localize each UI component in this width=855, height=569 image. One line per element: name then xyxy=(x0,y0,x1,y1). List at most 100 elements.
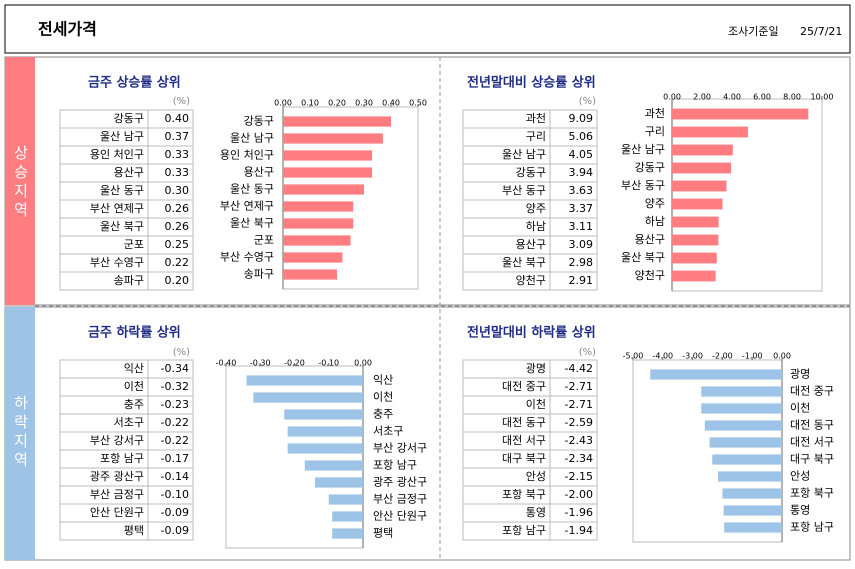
table-category: 양주 xyxy=(526,202,546,215)
bar-label: 대전 서구 xyxy=(790,436,834,449)
bar-label: 울산 북구 xyxy=(230,217,274,230)
bar-label: 포항 북구 xyxy=(790,487,834,500)
bar xyxy=(672,216,719,228)
table-value: 3.63 xyxy=(569,184,594,197)
table-cell xyxy=(147,521,194,541)
bar-label: 평택 xyxy=(373,527,393,540)
bar-label: 익산 xyxy=(373,374,393,387)
bar-label: 구리 xyxy=(645,125,665,138)
bar xyxy=(283,201,354,212)
table-value: 0.30 xyxy=(165,184,190,197)
bar xyxy=(724,522,782,533)
bar-label: 부산 금정구 xyxy=(373,493,427,506)
table-category: 부산 강서구 xyxy=(90,434,144,447)
bar xyxy=(722,488,782,499)
table-category: 부산 금정구 xyxy=(90,488,144,501)
table-category: 울산 동구 xyxy=(100,184,144,197)
table-value: -2.71 xyxy=(565,398,593,411)
table-value: 0.20 xyxy=(165,274,190,287)
bar-label: 강동구 xyxy=(244,115,274,128)
table-category: 안산 단원구 xyxy=(90,506,144,519)
bar xyxy=(701,386,782,397)
bar xyxy=(332,511,363,522)
bar-label: 포항 남구 xyxy=(790,521,834,534)
table-value: -2.00 xyxy=(565,488,593,501)
bar-label: 강동구 xyxy=(635,161,665,174)
table-value: 3.09 xyxy=(569,238,594,251)
bar xyxy=(283,150,373,161)
bar xyxy=(328,494,363,505)
table-category: 평택 xyxy=(124,524,144,537)
table-value: 4.05 xyxy=(569,148,594,161)
bar xyxy=(283,269,337,280)
unit-label: (%) xyxy=(579,347,596,358)
table-value: -0.23 xyxy=(161,398,189,411)
table-value: 2.98 xyxy=(569,256,594,269)
bar xyxy=(283,184,364,195)
fall-strip xyxy=(5,307,35,560)
bar-label: 대구 북구 xyxy=(790,453,834,466)
table-category: 과천 xyxy=(526,111,546,125)
bar xyxy=(672,162,732,174)
panel-title: 전년말대비 하락률 상위 xyxy=(467,325,596,341)
table-category: 안성 xyxy=(526,470,546,483)
bar-label: 용인 처인구 xyxy=(220,149,274,162)
bar xyxy=(717,471,782,482)
table-value: -2.71 xyxy=(565,380,593,393)
table-category: 군포 xyxy=(124,238,144,251)
table-cell xyxy=(147,271,194,291)
unit-label: (%) xyxy=(173,96,190,107)
table-category: 이천 xyxy=(526,397,546,411)
bar-label: 부산 수영구 xyxy=(220,251,274,264)
bar xyxy=(672,180,727,192)
bar-label: 울산 남구 xyxy=(230,132,274,145)
x-tick-label: -2.00 xyxy=(712,352,733,361)
table-value: 3.37 xyxy=(569,202,594,215)
bar xyxy=(701,403,782,414)
table-category: 울산 남구 xyxy=(502,148,546,161)
panel-title: 전년말대비 상승률 상위 xyxy=(467,75,596,91)
x-tick-label: 0.10 xyxy=(301,99,319,108)
table-category: 부산 연제구 xyxy=(90,202,144,215)
bar xyxy=(246,375,363,386)
bar-label: 용산구 xyxy=(244,166,274,179)
table-category: 이천 xyxy=(124,379,144,393)
table-value: 9.09 xyxy=(569,112,594,125)
table-category: 광주 광산구 xyxy=(90,470,144,483)
table-category: 울산 북구 xyxy=(100,220,144,233)
bar xyxy=(283,133,383,144)
table-value: 0.33 xyxy=(165,166,190,179)
table-value: -0.09 xyxy=(161,506,189,519)
table-category: 구리 xyxy=(526,130,546,143)
table-value: -0.22 xyxy=(161,416,189,429)
x-tick-label: 0.00 xyxy=(773,352,791,361)
bar-label: 양천구 xyxy=(635,268,665,282)
bar xyxy=(704,420,782,431)
table-category: 용산구 xyxy=(516,238,546,251)
table-category: 하남 xyxy=(526,219,546,233)
bar xyxy=(283,116,391,127)
table-category: 포항 북구 xyxy=(502,488,546,501)
bar-label: 대전 동구 xyxy=(790,419,834,432)
unit-label: (%) xyxy=(173,347,190,358)
x-tick-label: -4.00 xyxy=(652,352,673,361)
x-tick-label: -1.00 xyxy=(742,352,763,361)
bar-label: 부산 연제구 xyxy=(220,200,274,213)
header-box xyxy=(4,4,851,54)
bar-label: 광명 xyxy=(790,368,810,381)
table-value: 0.37 xyxy=(165,130,190,143)
bar-label: 안산 단원구 xyxy=(373,510,427,523)
bar-label: 울산 동구 xyxy=(230,183,274,196)
bar xyxy=(672,234,719,246)
table-value: 0.40 xyxy=(165,112,190,125)
bar xyxy=(672,108,809,120)
bar-label: 이천 xyxy=(790,401,810,415)
x-tick-label: -3.00 xyxy=(682,352,703,361)
table-category: 용인 처인구 xyxy=(90,148,144,161)
table-value: -0.32 xyxy=(161,380,189,393)
table-value: -2.59 xyxy=(565,416,593,429)
table-value: -0.09 xyxy=(161,524,189,537)
bar-label: 과천 xyxy=(645,106,665,120)
bar xyxy=(284,409,363,420)
